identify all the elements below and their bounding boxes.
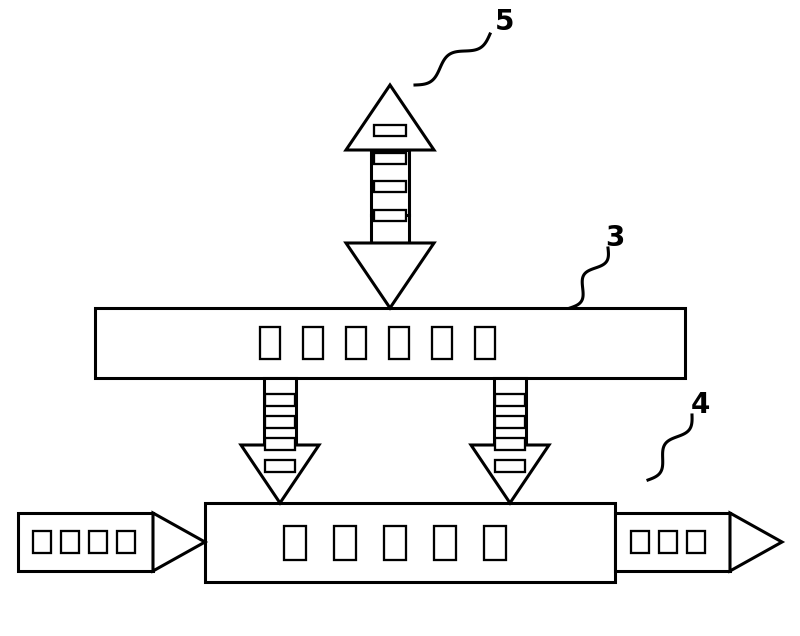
- Bar: [371, 215, 409, 243]
- Polygon shape: [346, 85, 434, 150]
- Bar: [260, 327, 280, 359]
- Bar: [432, 327, 452, 359]
- Bar: [374, 209, 406, 221]
- Bar: [659, 531, 677, 553]
- Bar: [371, 150, 409, 215]
- Bar: [384, 525, 406, 560]
- Bar: [61, 531, 79, 553]
- Bar: [374, 181, 406, 191]
- Polygon shape: [730, 513, 782, 571]
- Bar: [334, 525, 356, 560]
- Polygon shape: [346, 243, 434, 308]
- Text: 3: 3: [606, 224, 625, 252]
- Bar: [389, 327, 409, 359]
- Bar: [475, 327, 495, 359]
- Text: 5: 5: [495, 8, 514, 36]
- Bar: [495, 416, 525, 428]
- Bar: [95, 308, 685, 378]
- Polygon shape: [153, 513, 205, 571]
- Bar: [265, 394, 295, 406]
- Bar: [33, 531, 51, 553]
- Bar: [265, 438, 295, 450]
- Bar: [264, 378, 296, 445]
- Bar: [374, 125, 406, 135]
- Bar: [205, 503, 615, 582]
- Bar: [303, 327, 323, 359]
- Bar: [631, 531, 649, 553]
- Bar: [495, 394, 525, 406]
- Bar: [687, 531, 705, 553]
- Bar: [265, 416, 295, 428]
- Polygon shape: [471, 445, 549, 503]
- Bar: [495, 438, 525, 450]
- Bar: [265, 460, 295, 472]
- Bar: [494, 378, 526, 445]
- Bar: [374, 153, 406, 163]
- Bar: [615, 513, 730, 571]
- Bar: [18, 513, 153, 571]
- Bar: [89, 531, 107, 553]
- Bar: [495, 460, 525, 472]
- Bar: [346, 327, 366, 359]
- Bar: [484, 525, 506, 560]
- Bar: [117, 531, 135, 553]
- Bar: [434, 525, 456, 560]
- Text: 4: 4: [690, 391, 710, 419]
- Bar: [284, 525, 306, 560]
- Polygon shape: [241, 445, 319, 503]
